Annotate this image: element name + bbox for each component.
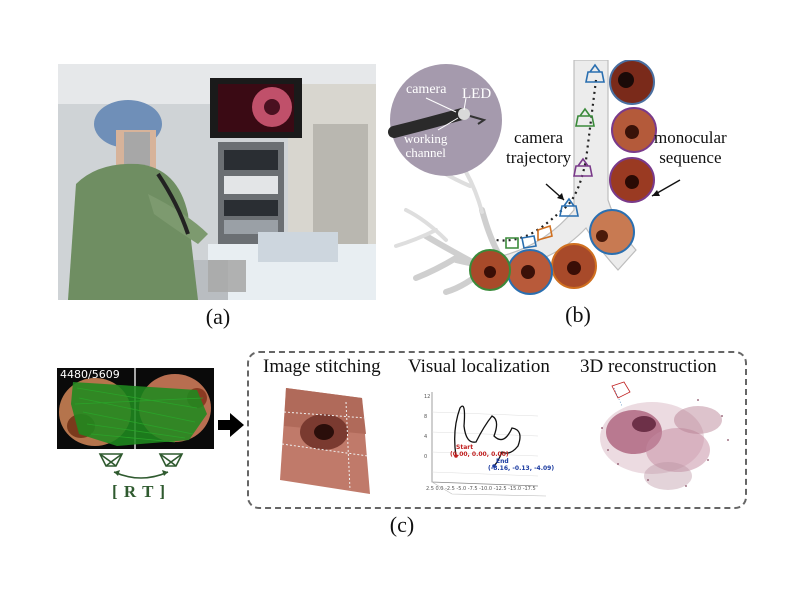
relative-pose-arrow — [113, 471, 169, 479]
operating-room-illustration — [58, 64, 376, 300]
caption-c: (c) — [389, 512, 415, 537]
svg-text:12: 12 — [424, 394, 430, 400]
caption-a: (a) — [205, 304, 231, 329]
frame-counter: 4480/5609 — [60, 368, 120, 381]
svg-text:4: 4 — [424, 434, 427, 440]
title-3d-reconstruction: 3D reconstruction — [580, 356, 717, 377]
label-camera-word: camera — [514, 128, 564, 147]
camera-right-icon — [158, 453, 184, 467]
endoscopic-frame-pair — [57, 368, 214, 449]
label-channel: channel — [405, 145, 446, 160]
feature-matching-image — [57, 368, 214, 449]
label-led: LED — [462, 86, 492, 102]
end-coords: (-8.16, -0.13, -4.09) — [488, 465, 555, 472]
title-visual-localization: Visual localization — [408, 356, 550, 377]
label-working-channel: working channel — [404, 132, 447, 160]
label-camera-trajectory: camera trajectory — [506, 128, 571, 168]
stitched-mosaic-image — [276, 386, 376, 496]
svg-text:8: 8 — [424, 414, 427, 420]
pipeline-arrow-icon — [218, 413, 244, 437]
applications-box — [247, 351, 747, 509]
panel-a-photo — [58, 64, 376, 300]
caption-b: (b) — [565, 302, 591, 327]
svg-text:2.5 0.0 -2.5 -5.0 -7.5 -10.0 -: 2.5 0.0 -2.5 -5.0 -7.5 -10.0 -12.5 -15.0… — [426, 486, 536, 492]
title-image-stitching: Image stitching — [263, 356, 381, 377]
camera-left-icon — [98, 453, 124, 467]
camera-pose-markers — [505, 63, 605, 249]
point-cloud-reconstruction — [588, 380, 738, 502]
start-label: Start — [456, 444, 474, 451]
end-label: End — [496, 458, 509, 465]
start-coords: (0.00, 0.00, 0.00) — [450, 451, 509, 458]
svg-text:0: 0 — [424, 454, 427, 460]
label-monocular-word: monocular — [654, 128, 727, 147]
label-camera: camera — [406, 82, 447, 97]
bronchial-tree-diagram — [388, 60, 681, 295]
label-monocular-sequence: monocular sequence — [654, 128, 727, 168]
localization-trajectory-plot: 2.5 0.0 -2.5 -5.0 -7.5 -10.0 -12.5 -15.0… — [422, 386, 548, 500]
label-sequence-word: sequence — [659, 148, 722, 167]
monocular-frame-thumbnails — [469, 60, 657, 295]
rt-label: [ R T ] — [112, 482, 167, 501]
camera-pair-diagram — [96, 450, 186, 482]
label-trajectory-word: trajectory — [506, 148, 572, 167]
panel-b-diagram — [386, 60, 766, 300]
estimated-trajectory — [454, 405, 521, 467]
label-working: working — [404, 131, 448, 146]
